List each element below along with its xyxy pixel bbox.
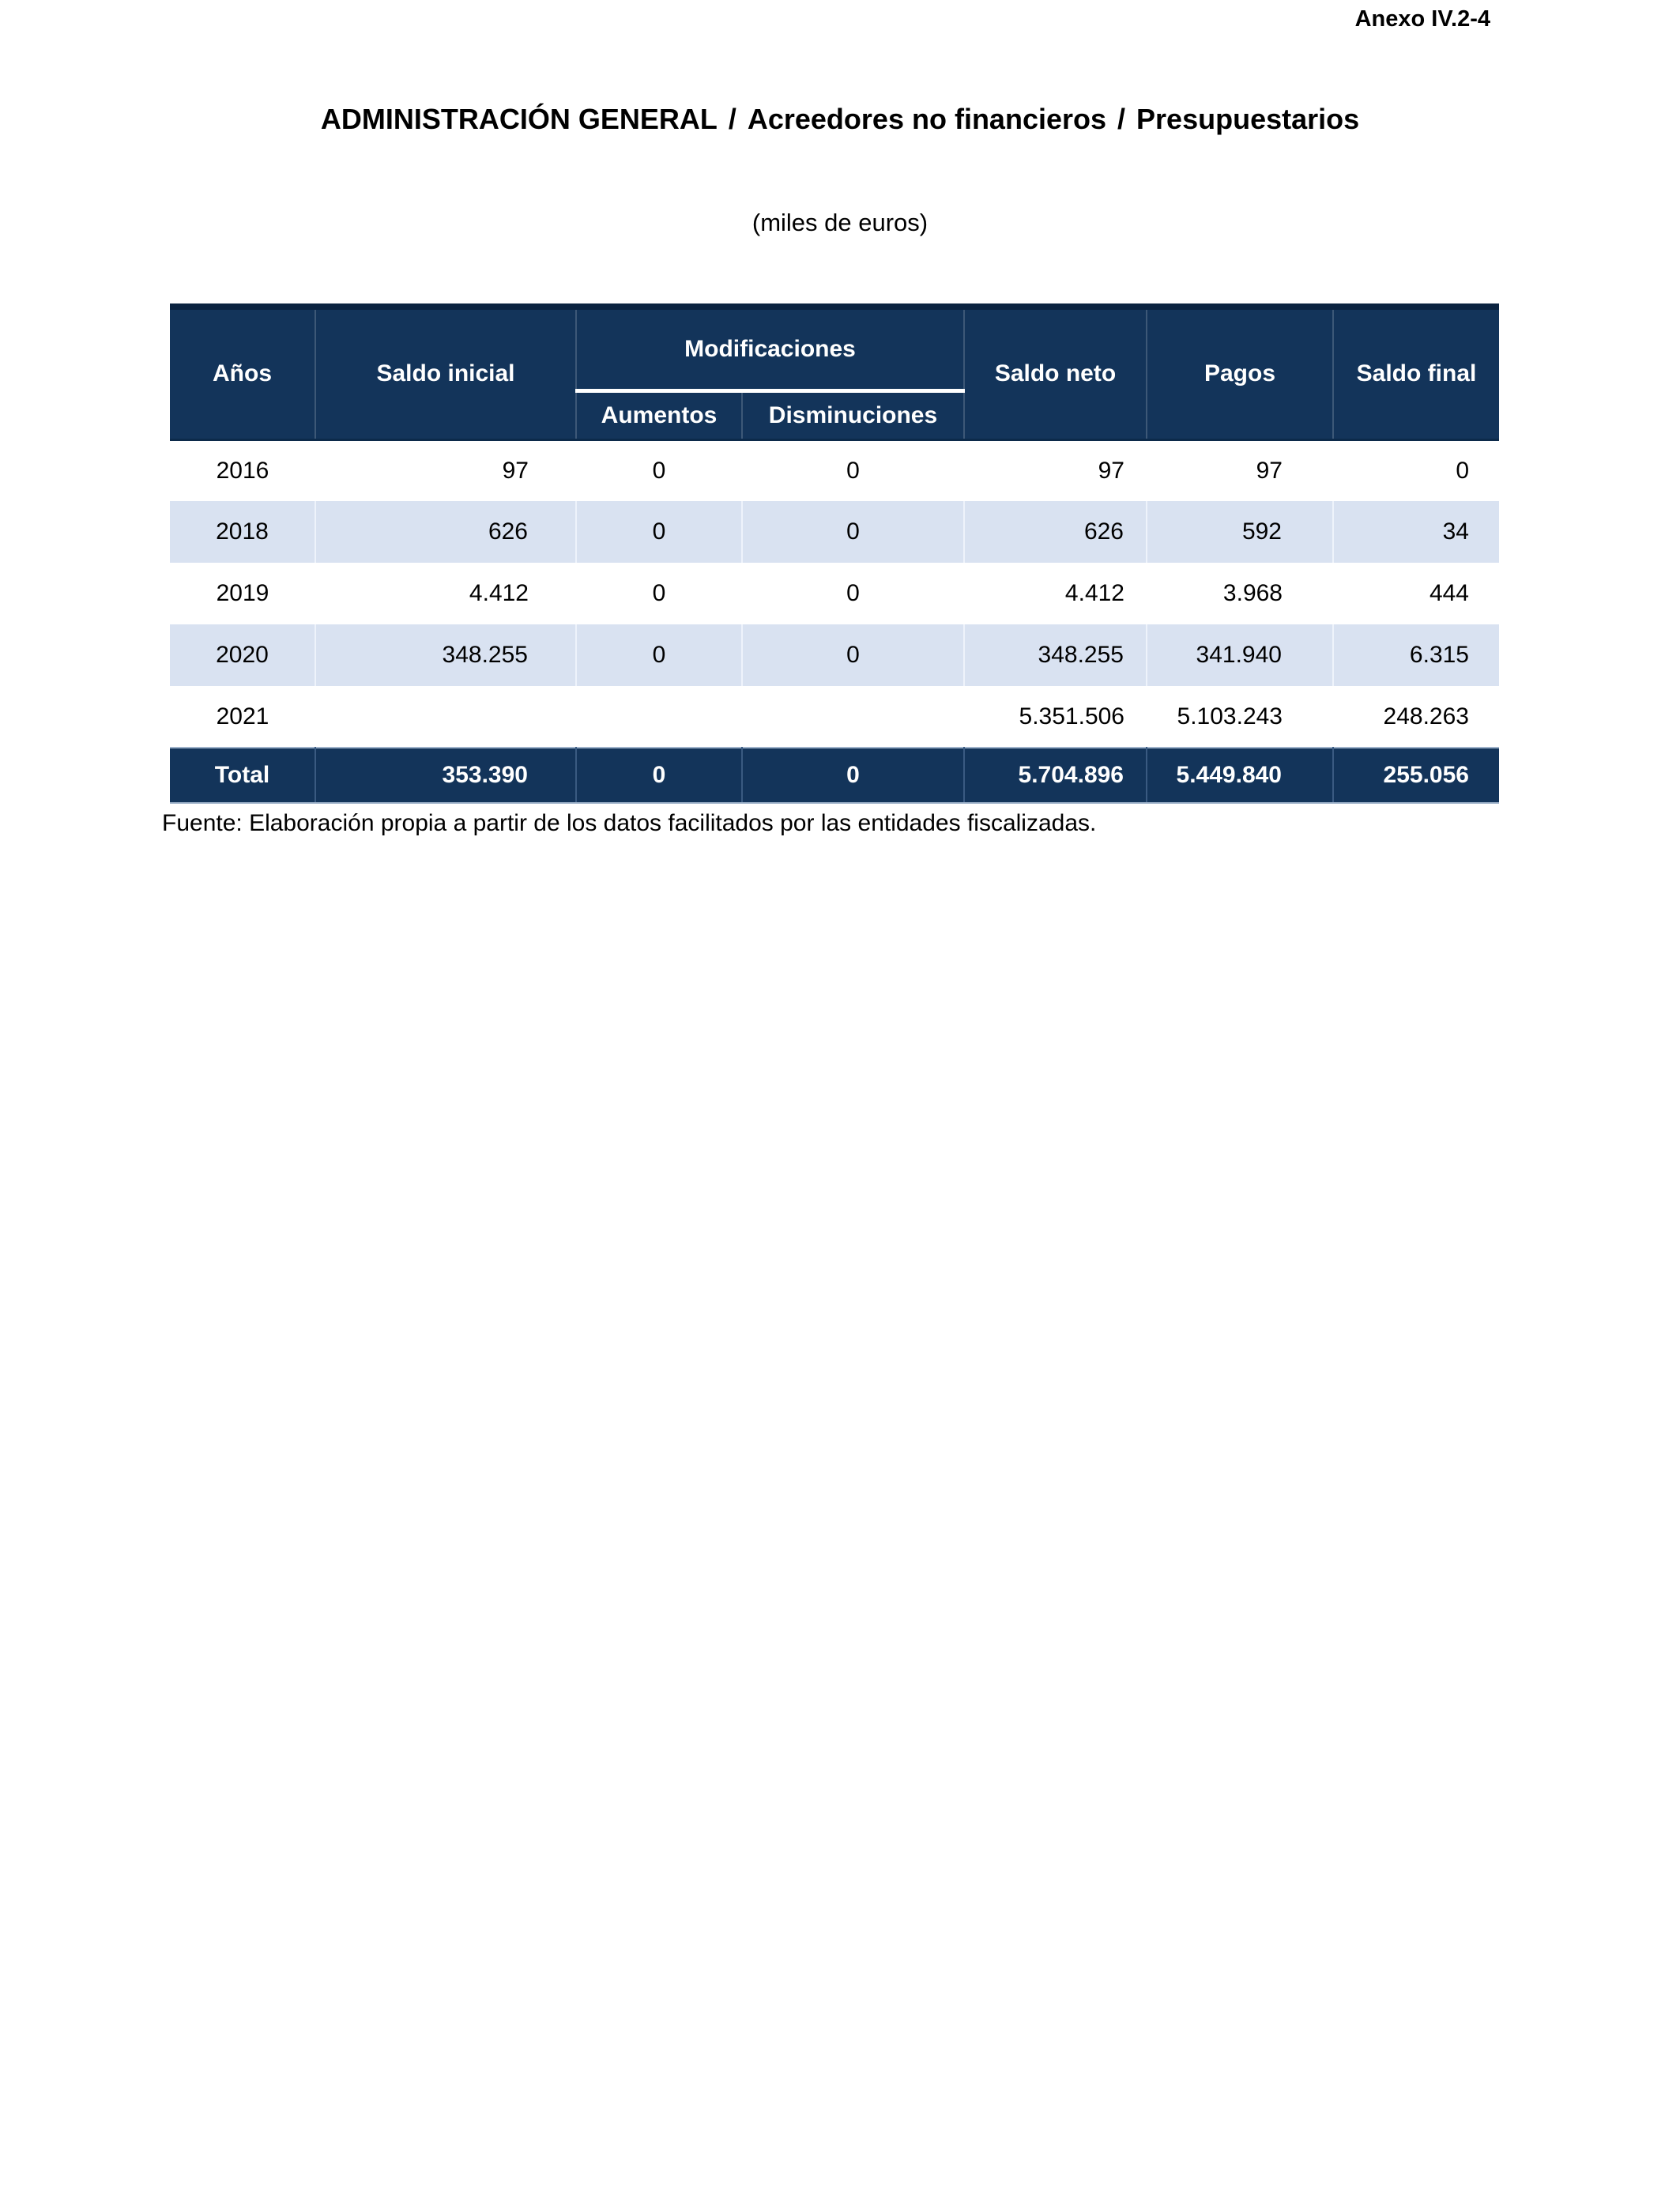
final-balance-cell: 248.263 — [1333, 686, 1499, 748]
net-balance-cell: 97 — [964, 439, 1147, 501]
total-payments-cell: 5.449.840 — [1147, 747, 1334, 804]
table-body: 2016 97 0 0 97 97 0 2018 626 0 0 626 592… — [170, 439, 1499, 804]
table-row-2021: 2021 5.351.506 5.103.243 248.263 — [170, 686, 1499, 748]
total-initial-balance-cell: 353.390 — [315, 747, 577, 804]
net-balance-cell: 4.412 — [964, 563, 1147, 624]
payments-cell: 341.940 — [1147, 624, 1334, 686]
column-header-increases: Aumentos — [575, 390, 742, 441]
increases-cell — [576, 686, 742, 748]
title-separator-2: / — [1117, 103, 1126, 135]
initial-balance-cell: 626 — [315, 501, 577, 563]
year-cell: 2019 — [170, 563, 315, 624]
total-final-balance-cell: 255.056 — [1333, 747, 1499, 804]
total-increases-cell: 0 — [576, 747, 743, 804]
header-row-1: Años Saldo inicial Modificaciones Saldo … — [170, 303, 1499, 441]
final-balance-cell: 0 — [1333, 439, 1499, 501]
source-note: Fuente: Elaboración propia a partir de l… — [162, 810, 1097, 836]
initial-balance-cell: 348.255 — [315, 624, 577, 686]
annex-label: Anexo IV.2-4 — [1354, 6, 1490, 32]
payments-cell: 5.103.243 — [1147, 686, 1333, 748]
year-cell: 2020 — [170, 624, 316, 686]
column-header-final-balance: Saldo final — [1332, 303, 1499, 441]
column-header-modifications: Modificaciones — [575, 303, 964, 393]
budget-creditors-table: Años Saldo inicial Modificaciones Saldo … — [170, 303, 1499, 804]
table-row-total: Total 353.390 0 0 5.704.896 5.449.840 25… — [170, 747, 1499, 804]
page-title-part1: ADMINISTRACIÓN GENERAL — [320, 103, 718, 135]
year-cell: 2021 — [170, 686, 315, 748]
column-header-initial-balance: Saldo inicial — [315, 303, 576, 441]
final-balance-cell: 6.315 — [1333, 624, 1499, 686]
final-balance-cell: 444 — [1333, 563, 1499, 624]
year-cell: 2016 — [170, 439, 315, 501]
column-header-decreases: Disminuciones — [741, 390, 964, 441]
net-balance-cell: 5.351.506 — [964, 686, 1147, 748]
payments-cell: 592 — [1147, 501, 1334, 563]
table-row-2020: 2020 348.255 0 0 348.255 341.940 6.315 — [170, 624, 1499, 686]
net-balance-cell: 348.255 — [964, 624, 1147, 686]
net-balance-cell: 626 — [964, 501, 1147, 563]
table-row-2019: 2019 4.412 0 0 4.412 3.968 444 — [170, 563, 1499, 624]
payments-cell: 97 — [1147, 439, 1333, 501]
payments-cell: 3.968 — [1147, 563, 1333, 624]
page-title: ADMINISTRACIÓN GENERAL / Acreedores no fin… — [0, 103, 1680, 136]
decreases-cell: 0 — [742, 624, 965, 686]
column-header-years: Años — [170, 303, 315, 441]
initial-balance-cell — [315, 686, 576, 748]
header-row-2: Aumentos Disminuciones — [170, 390, 1499, 441]
decreases-cell — [742, 686, 964, 748]
table-row-2018: 2018 626 0 0 626 592 34 — [170, 501, 1499, 563]
increases-cell: 0 — [576, 563, 742, 624]
final-balance-cell: 34 — [1333, 501, 1499, 563]
initial-balance-cell: 97 — [315, 439, 576, 501]
column-header-payments: Pagos — [1146, 303, 1333, 441]
title-separator-1: / — [728, 103, 736, 135]
decreases-cell: 0 — [742, 563, 964, 624]
page-subtitle: (miles de euros) — [751, 209, 929, 236]
decreases-cell: 0 — [742, 439, 964, 501]
page-title-part3: Presupuestarios — [1136, 103, 1360, 135]
increases-cell: 0 — [576, 439, 742, 501]
total-net-balance-cell: 5.704.896 — [964, 747, 1147, 804]
table-header: Años Saldo inicial Modificaciones Saldo … — [170, 303, 1499, 441]
total-decreases-cell: 0 — [742, 747, 965, 804]
increases-cell: 0 — [576, 501, 743, 563]
decreases-cell: 0 — [742, 501, 965, 563]
increases-cell: 0 — [576, 624, 743, 686]
table-row-2016: 2016 97 0 0 97 97 0 — [170, 439, 1499, 501]
column-header-net-balance: Saldo neto — [963, 303, 1147, 441]
year-cell: 2018 — [170, 501, 316, 563]
page-title-part2: Acreedores no financieros — [747, 103, 1107, 135]
initial-balance-cell: 4.412 — [315, 563, 576, 624]
total-label-cell: Total — [170, 747, 316, 804]
